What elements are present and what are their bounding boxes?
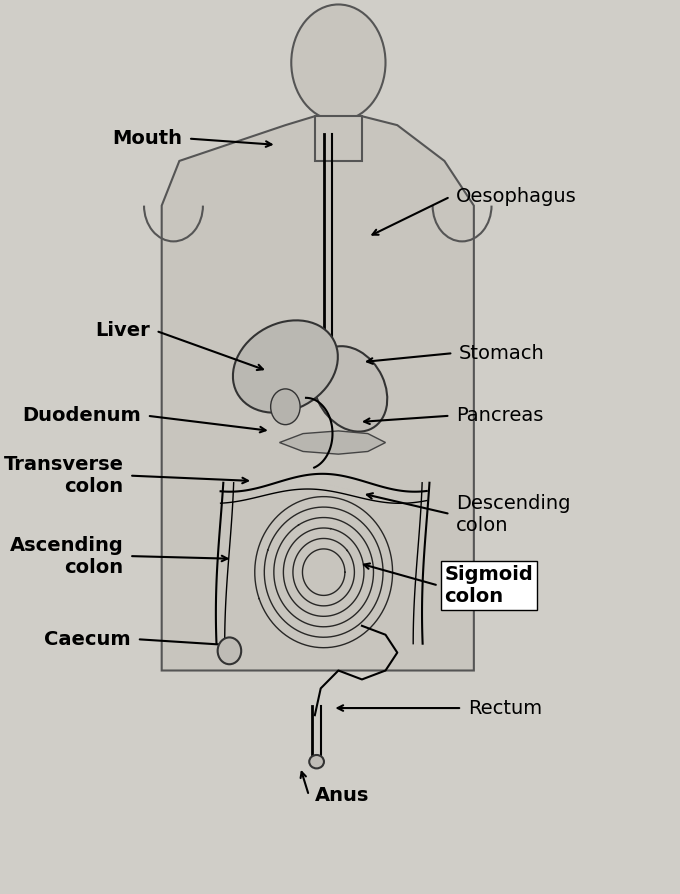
Text: Liver: Liver [95,321,150,341]
Ellipse shape [313,346,388,432]
Text: Caecum: Caecum [44,629,131,649]
Text: Duodenum: Duodenum [22,406,141,426]
Text: Pancreas: Pancreas [456,406,543,426]
Text: Descending
colon: Descending colon [456,493,571,535]
Ellipse shape [218,637,241,664]
Polygon shape [279,431,386,454]
Polygon shape [315,116,362,161]
Text: Oesophagus: Oesophagus [456,187,577,207]
Ellipse shape [291,4,386,121]
Text: Stomach: Stomach [459,343,545,363]
Text: Mouth: Mouth [112,129,182,148]
Text: Anus: Anus [315,786,369,805]
Text: Transverse
colon: Transverse colon [3,455,123,496]
Text: Rectum: Rectum [468,698,542,718]
Text: Sigmoid
colon: Sigmoid colon [445,565,533,606]
Ellipse shape [271,389,300,425]
Text: Ascending
colon: Ascending colon [10,536,123,577]
Ellipse shape [233,320,338,413]
Ellipse shape [309,755,324,769]
Polygon shape [162,116,474,670]
